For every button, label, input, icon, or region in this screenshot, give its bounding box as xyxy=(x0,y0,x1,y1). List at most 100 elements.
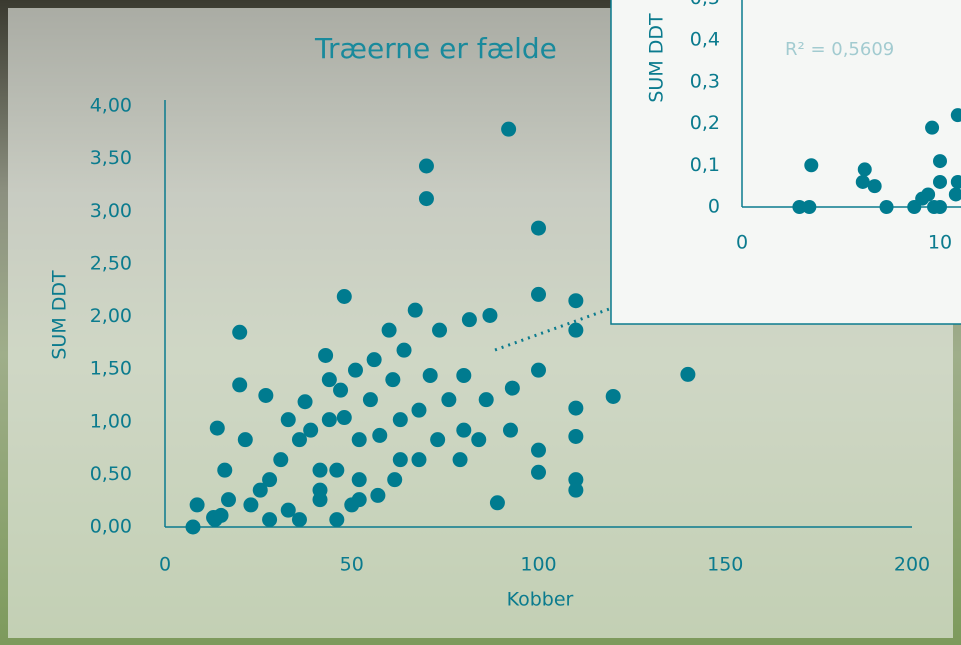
point xyxy=(396,342,412,358)
point xyxy=(857,162,872,177)
y-tick-label: 0,4 xyxy=(690,29,720,51)
point xyxy=(351,432,367,448)
point xyxy=(336,410,352,426)
point xyxy=(262,472,278,488)
point xyxy=(680,366,696,382)
point xyxy=(185,519,201,535)
point xyxy=(411,402,427,418)
point xyxy=(372,427,388,443)
point xyxy=(456,367,472,383)
point xyxy=(329,462,345,478)
point xyxy=(258,387,274,403)
point xyxy=(855,174,870,189)
point xyxy=(531,442,546,458)
point xyxy=(220,492,236,508)
x-tick-label: 50 xyxy=(340,554,364,576)
point xyxy=(933,154,947,169)
point xyxy=(418,158,434,174)
point xyxy=(504,380,520,396)
point xyxy=(392,412,408,428)
point xyxy=(243,497,259,513)
main-chart: 0,00 0,50 1,00 1,50 2,00 2,50 3,00 3,50 4,00 0 50 1… xyxy=(49,32,931,611)
point xyxy=(925,120,940,135)
point xyxy=(933,200,947,214)
point xyxy=(501,121,517,137)
point xyxy=(792,200,807,214)
point xyxy=(321,372,337,388)
point xyxy=(407,302,423,318)
point xyxy=(531,362,546,378)
y-tick-label: 1,00 xyxy=(90,410,132,432)
point xyxy=(867,179,882,194)
point xyxy=(351,492,367,508)
chart-title: Træerne er fælde xyxy=(314,32,557,65)
y-tick-label: 2,00 xyxy=(90,305,132,327)
point xyxy=(336,289,352,305)
y-tick-label: 2,50 xyxy=(90,252,132,274)
point xyxy=(568,400,584,416)
point xyxy=(489,495,505,511)
point xyxy=(232,324,248,340)
y-tick-label: 1,50 xyxy=(90,358,132,380)
point xyxy=(441,392,457,408)
y-axis-title: SUM DDT xyxy=(646,13,668,103)
x-axis-title: Kobber xyxy=(507,589,574,611)
point xyxy=(213,507,229,523)
point xyxy=(291,432,307,448)
x-tick-label: 0 xyxy=(736,232,748,254)
x-tick-label: 0 xyxy=(159,554,171,576)
x-tick-label: 100 xyxy=(520,554,556,576)
point xyxy=(921,187,936,202)
point xyxy=(237,432,253,448)
x-tick-label: 150 xyxy=(707,554,743,576)
annotation: R² = 0,5609 xyxy=(785,39,894,60)
point xyxy=(478,392,494,408)
point xyxy=(802,200,817,214)
point xyxy=(933,174,947,189)
y-tick-label: 3,00 xyxy=(90,200,132,222)
point xyxy=(262,512,278,528)
point xyxy=(482,307,498,323)
point xyxy=(312,462,328,478)
point xyxy=(347,362,363,378)
y-tick-label: 0 xyxy=(708,196,720,218)
point xyxy=(387,472,403,488)
point xyxy=(370,487,386,503)
y-tick-label: 0,50 xyxy=(90,463,132,485)
point xyxy=(568,482,584,498)
point xyxy=(804,158,819,173)
point xyxy=(280,412,296,428)
y-tick-label: 3,50 xyxy=(90,147,132,169)
point xyxy=(950,174,961,189)
point xyxy=(411,452,427,468)
point xyxy=(531,464,546,480)
y-tick-label: 0,2 xyxy=(690,112,720,134)
point xyxy=(232,377,248,393)
point xyxy=(252,482,268,498)
point xyxy=(879,200,894,214)
point xyxy=(209,420,225,436)
x-tick-label: 200 xyxy=(894,554,930,576)
point xyxy=(362,392,378,408)
point xyxy=(280,502,296,518)
point xyxy=(568,293,584,309)
point xyxy=(392,452,408,468)
point xyxy=(568,472,584,488)
x-tick-label: 10 xyxy=(928,232,952,254)
y-tick-label: 0,00 xyxy=(90,516,132,538)
inset-panel xyxy=(610,0,961,325)
point xyxy=(950,108,961,123)
point xyxy=(418,191,434,207)
point xyxy=(333,382,349,398)
point xyxy=(461,312,477,328)
point xyxy=(430,432,446,448)
point xyxy=(422,367,438,383)
point xyxy=(452,452,468,468)
point xyxy=(531,220,546,236)
inset-chart: 0 0,1 0,2 0,3 0,4 0,5 0 10 SUM DDT R² = 0,5609 xyxy=(646,0,961,254)
point xyxy=(189,497,205,513)
point xyxy=(321,412,337,428)
point xyxy=(318,347,334,363)
